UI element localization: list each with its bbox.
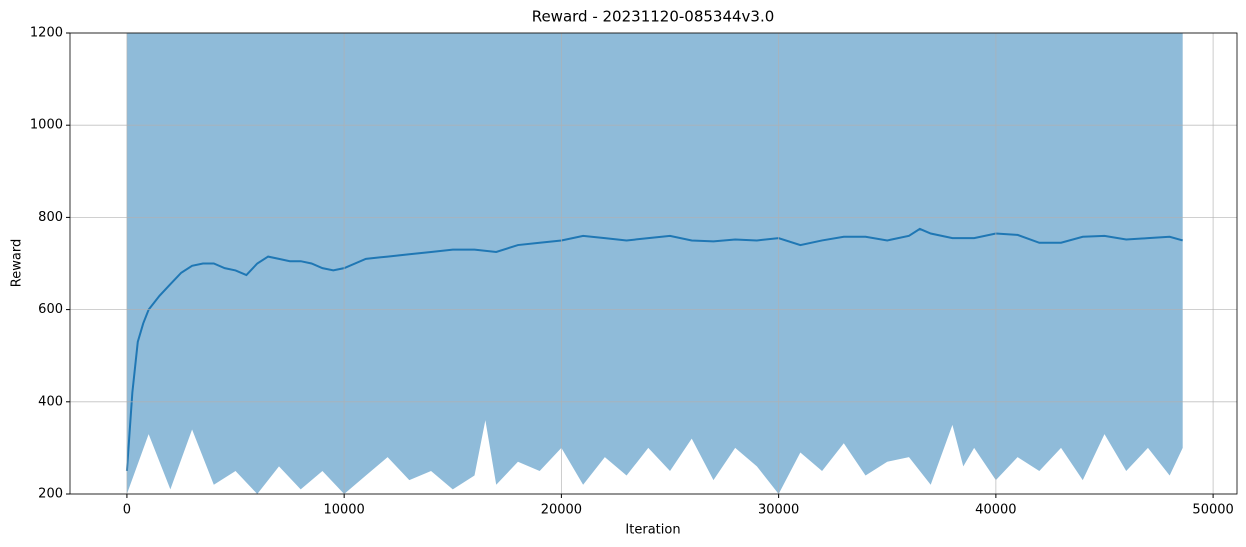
reward-line (125, 227, 1183, 472)
axes-frame (69, 32, 1238, 495)
y-tick-label: 1200 (30, 26, 63, 41)
x-axis-label: Iteration (625, 523, 680, 538)
x-tick-label: 40000 (975, 503, 1016, 518)
axes: 0 10000 20000 30000 40000 50000 200 400 600 800 10… (30, 26, 1238, 518)
x-tick-label: 20000 (541, 503, 582, 518)
y-tick-label: 1000 (30, 118, 63, 133)
y-tick-label: 200 (38, 487, 63, 502)
reward-band (126, 33, 1183, 494)
y-axis-label: Reward (10, 239, 25, 287)
y-tick-label: 800 (38, 210, 63, 225)
x-tick-label: 50000 (1192, 503, 1233, 518)
x-tick-label: 30000 (758, 503, 799, 518)
chart-title: Reward - 20231120-085344v3.0 (532, 8, 775, 26)
plot-area (125, 33, 1183, 494)
x-tick-label: 0 (123, 503, 131, 518)
y-tick-label: 600 (38, 302, 63, 317)
y-tick-label: 400 (38, 394, 63, 409)
x-tick-label: 10000 (323, 503, 364, 518)
